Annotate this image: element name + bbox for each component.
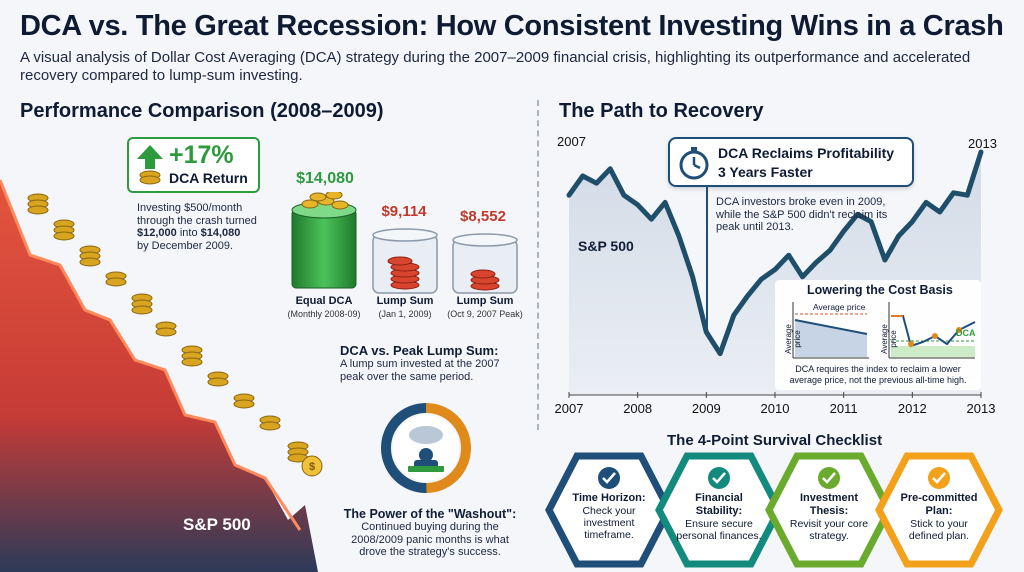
checklist-item-text: Pre-committed Plan: Stick to your defined… <box>895 492 983 542</box>
cost-basis-title: Lowering the Cost Basis <box>807 283 953 297</box>
checklist-item-text: Time Horizon: Check your investment timef… <box>565 492 653 541</box>
lump-jan-sub: (Jan 1, 2009) <box>378 309 432 319</box>
checklist-item: Financial Stability: Ensure secure person… <box>655 452 783 568</box>
callout-title-line2: 3 Years Faster <box>718 164 813 180</box>
checklist-item-head: Pre-committed Plan: <box>900 492 978 517</box>
peak-note: DCA vs. Peak Lump Sum: A lump sum invest… <box>340 343 500 383</box>
checklist-item: Pre-committed Plan: Stick to your defined… <box>875 452 1003 568</box>
recovery-section-title: The Path to Recovery <box>559 100 764 122</box>
stopwatch-icon <box>679 147 709 180</box>
cost-basis-inset: Lowering the Cost Basis Average price Av… <box>775 280 981 390</box>
page-title: DCA vs. The Great Recession: How Consist… <box>20 10 1004 42</box>
section-divider <box>537 100 539 430</box>
x-tick-label: 2012 <box>898 401 927 416</box>
x-tick-label: 2009 <box>692 401 721 416</box>
lump-jan-value: $9,114 <box>381 203 427 220</box>
svg-text:$: $ <box>309 461 315 473</box>
checklist-title: The 4-Point Survival Checklist <box>667 432 883 449</box>
checklist-item-body: Revisit your core strategy. <box>789 518 869 542</box>
checklist-item-body: Ensure secure personal finances. <box>676 518 762 542</box>
checkmark-icon <box>818 467 840 489</box>
growth-arrow-icon <box>137 145 163 185</box>
checklist-item-text: Financial Stability: Ensure secure person… <box>675 492 763 542</box>
checklist-item-head: Investment Thesis: <box>799 492 859 517</box>
hexagon-frame <box>655 452 783 568</box>
falling-coins-graphic: $ <box>27 193 323 477</box>
checklist-item-head: Financial Stability: <box>695 492 743 517</box>
lump-peak-glass-graphic <box>452 233 518 294</box>
cost-basis-mini-charts <box>792 302 976 359</box>
right-mini-legend: DCA <box>956 328 976 338</box>
checkmark-icon <box>598 467 620 489</box>
cost-basis-caption: DCA requires the index to reclaim a lowe… <box>789 364 967 385</box>
callout-pointer <box>706 187 708 330</box>
year-end-label: 2013 <box>968 136 997 151</box>
lump-peak-sub: (Oct 9, 2007 Peak) <box>447 309 523 319</box>
dca-glass-sub: (Monthly 2008-09) <box>287 309 361 319</box>
checklist-item-body: Stick to your defined plan. <box>908 518 970 542</box>
hexagon-frame <box>875 452 1003 568</box>
checkmark-icon <box>708 467 730 489</box>
chart-sp500-label: S&P 500 <box>578 238 634 254</box>
x-tick-label: 2008 <box>623 401 652 416</box>
x-tick-label: 2007 <box>555 401 583 416</box>
return-label: DCA Return <box>169 170 248 186</box>
survival-checklist: Time Horizon: Check your investment timef… <box>545 452 1015 570</box>
lump-jan-glass-graphic <box>372 228 438 294</box>
checklist-item-head: Time Horizon: <box>572 492 646 504</box>
return-value: +17% <box>169 141 234 169</box>
washout-note: The Power of the "Washout": Continued bu… <box>343 507 517 558</box>
page-subtitle: A visual analysis of Dollar Cost Averagi… <box>20 49 971 84</box>
checklist-item-body: Check your investment timeframe. <box>582 505 636 541</box>
left-mini-axis: Average price <box>784 324 802 354</box>
checklist-item: Time Horizon: Check your investment timef… <box>545 452 673 568</box>
crash-arrow-graphic <box>0 179 318 572</box>
hexagon-frame <box>765 452 893 568</box>
hexagon-frame <box>545 452 673 568</box>
checklist-item-text: Investment Thesis: Revisit your core stra… <box>785 492 873 542</box>
dca-value: $14,080 <box>296 170 354 187</box>
left-mini-legend: Average price <box>813 302 866 312</box>
lump-jan-label: Lump Sum <box>376 295 434 307</box>
crash-sp500-label: S&P 500 <box>183 515 251 534</box>
right-mini-axis: Average price <box>880 324 898 354</box>
profitability-callout: DCA Reclaims Profitability 3 Years Faste… <box>668 137 914 187</box>
dca-glass-label: Equal DCA <box>295 295 353 307</box>
lump-peak-label: Lump Sum <box>456 295 514 307</box>
year-start-label: 2007 <box>557 134 586 149</box>
x-tick-label: 2013 <box>967 401 995 416</box>
washout-donut-graphic <box>381 403 471 493</box>
return-description: Investing $500/month through the crash t… <box>137 202 257 252</box>
checklist-item: Investment Thesis: Revisit your core stra… <box>765 452 893 568</box>
lump-peak-value: $8,552 <box>460 208 506 225</box>
return-badge: +17% DCA Return <box>127 137 260 193</box>
x-tick-label: 2011 <box>830 401 858 416</box>
callout-title-line1: DCA Reclaims Profitability <box>718 145 895 161</box>
x-tick-label: 2010 <box>761 401 790 416</box>
performance-section-title: Performance Comparison (2008–2009) <box>20 100 384 122</box>
callout-body: DCA investors broke even in 2009, while … <box>716 196 888 233</box>
sp500-line <box>566 149 984 357</box>
dca-jar-graphic <box>291 192 357 289</box>
x-axis-ticks: 2007 2008 2009 2010 2011 2012 2013 <box>555 392 995 416</box>
checkmark-icon <box>928 467 950 489</box>
